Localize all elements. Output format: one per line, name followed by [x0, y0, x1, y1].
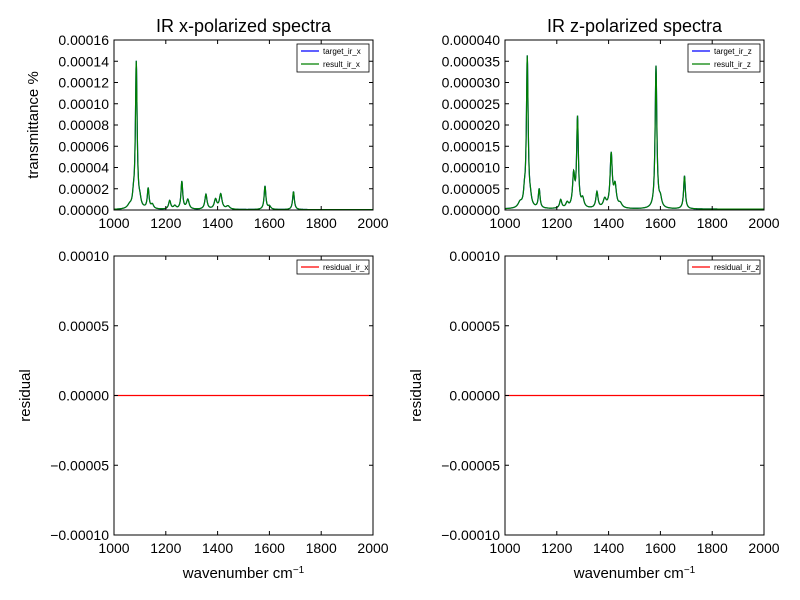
legend-label-target_ir_x: target_ir_x: [323, 47, 361, 56]
legend-box: [296, 43, 370, 73]
legend-box: [687, 259, 761, 275]
x-tick-label: 1000: [489, 215, 520, 231]
x-tick-label: 2000: [357, 215, 388, 231]
chart-title: IR x-polarized spectra: [156, 16, 332, 36]
y-tick-label: 0.000040: [442, 32, 501, 48]
x-axis-label: wavenumber cm−1: [182, 565, 305, 583]
y-tick-label: 0.000005: [442, 181, 501, 197]
x-tick-label: 1600: [254, 215, 285, 231]
legend-box: [296, 259, 370, 275]
y-tick-label: 0.00000: [449, 388, 500, 404]
x-tick-label: 1800: [697, 215, 728, 231]
x-tick-label: 1200: [541, 540, 572, 556]
y-tick-label: 0.00002: [58, 181, 109, 197]
y-tick-label: 0.00010: [449, 248, 500, 264]
y-tick-label: 0.00000: [58, 202, 109, 218]
y-tick-label: 0.000000: [442, 202, 501, 218]
x-tick-label: 1200: [150, 215, 181, 231]
y-tick-label: 0.000025: [442, 96, 501, 112]
legend-label-result_ir_z: result_ir_z: [714, 60, 751, 69]
x-tick-label: 1400: [593, 215, 624, 231]
y-tick-label: −0.00005: [50, 457, 109, 473]
x-tick-label: 1200: [541, 215, 572, 231]
chart-ir-x: 1000 1200 1400 1600 1800 2000 0.00000 0.00002 0.…: [25, 16, 389, 231]
y-tick-label: 0.000010: [442, 160, 501, 176]
x-tick-label: 1600: [645, 540, 676, 556]
y-tick-label: 0.00010: [58, 248, 109, 264]
y-tick-label: 0.00005: [449, 318, 500, 334]
y-tick-label: 0.00004: [58, 160, 109, 176]
y-tick-label: 0.000020: [442, 117, 501, 133]
x-axis-label-exponent: −1: [684, 565, 696, 576]
x-tick-label: 1000: [98, 540, 129, 556]
legend-label-target_ir_z: target_ir_z: [714, 47, 752, 56]
chart-ir-z: 1000 1200 1400 1600 1800 2000 0.000000 0.000005…: [442, 16, 780, 231]
y-tick-label: 0.00008: [58, 117, 109, 133]
x-tick-label: 1600: [645, 215, 676, 231]
legend-label-residual_ir_z: residual_ir_z: [714, 263, 759, 272]
x-tick-label: 1400: [202, 540, 233, 556]
x-tick-label: 1600: [254, 540, 285, 556]
x-tick-label: 1800: [697, 540, 728, 556]
y-tick-label: 0.000030: [442, 75, 501, 91]
legend-label-result_ir_x: result_ir_x: [323, 60, 360, 69]
y-tick-label: 0.00012: [58, 75, 109, 91]
x-tick-label: 1000: [489, 540, 520, 556]
legend: target_ir_x result_ir_x: [296, 43, 370, 73]
chart-res-x: 1000 1200 1400 1600 1800 2000 −0.00010 −0.00005…: [17, 248, 389, 582]
y-axis-label: residual: [408, 369, 425, 422]
y-tick-label: 0.00005: [58, 318, 109, 334]
x-tick-label: 1800: [306, 215, 337, 231]
chart-res-z: 1000 1200 1400 1600 1800 2000 −0.00010 −0.00005…: [408, 248, 780, 582]
y-tick-label: −0.00010: [441, 527, 500, 543]
y-tick-label: 0.00014: [58, 53, 109, 69]
y-tick-label: −0.00005: [441, 457, 500, 473]
y-tick-label: −0.00010: [50, 527, 109, 543]
x-tick-label: 1000: [98, 215, 129, 231]
y-tick-label: 0.00010: [58, 96, 109, 112]
legend: target_ir_z result_ir_z: [687, 43, 761, 73]
y-tick-label: 0.000035: [442, 53, 501, 69]
x-tick-label: 2000: [748, 540, 779, 556]
x-tick-label: 1800: [306, 540, 337, 556]
x-tick-label: 1400: [593, 540, 624, 556]
series-line-result_ir_z: [505, 55, 764, 210]
y-axis-label: transmittance %: [25, 71, 42, 179]
x-axis-label-exponent: −1: [293, 565, 305, 576]
x-axis-label: wavenumber cm−1: [573, 565, 696, 583]
y-tick-label: 0.000015: [442, 138, 501, 154]
x-tick-label: 2000: [748, 215, 779, 231]
legend: residual_ir_x: [296, 259, 370, 275]
series-group: [505, 55, 764, 210]
chart-title: IR z-polarized spectra: [547, 16, 723, 36]
legend-label-residual_ir_x: residual_ir_x: [323, 263, 368, 272]
legend-box: [687, 43, 761, 73]
legend: residual_ir_z: [687, 259, 761, 275]
y-axis-label: residual: [17, 369, 34, 422]
y-tick-label: 0.00000: [58, 388, 109, 404]
x-tick-label: 2000: [357, 540, 388, 556]
x-tick-label: 1400: [202, 215, 233, 231]
x-tick-label: 1200: [150, 540, 181, 556]
y-tick-label: 0.00006: [58, 138, 109, 154]
y-tick-label: 0.00016: [58, 32, 109, 48]
